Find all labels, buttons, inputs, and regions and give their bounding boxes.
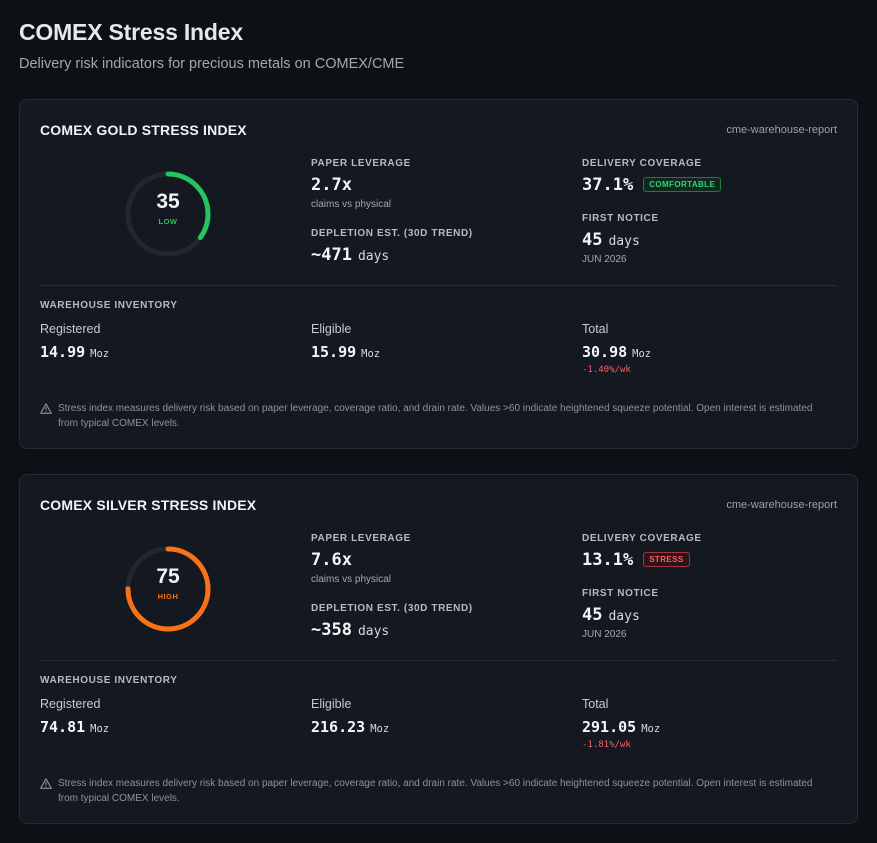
silver-stress-card: COMEX SILVER STRESS INDEX cme-warehouse-…	[19, 474, 858, 824]
total-weekly-change: -1.40%/wk	[582, 365, 631, 375]
paper-leverage-value: 7.6x	[311, 550, 352, 570]
gauge-ring	[125, 546, 211, 632]
total-weekly-change: -1.81%/wk	[582, 740, 631, 750]
gauge-ring	[125, 171, 211, 257]
depletion-estimate: DEPLETION EST. (30D TREND) ~358 days	[311, 603, 473, 640]
delivery-coverage: DELIVERY COVERAGE 13.1% STRESS	[582, 533, 702, 570]
depletion-value: ~358	[311, 620, 352, 640]
gauge-arc	[125, 546, 211, 632]
delivery-coverage-label: DELIVERY COVERAGE	[582, 533, 702, 544]
first-notice-unit: days	[608, 234, 640, 249]
warehouse-total: Total 30.98 Moz -1.40%/wk	[582, 322, 651, 375]
depletion-value: ~471	[311, 245, 352, 265]
page: COMEX Stress Index Delivery risk indicat…	[19, 19, 858, 824]
first-notice-unit: days	[608, 609, 640, 624]
gauge-level: LOW	[158, 217, 178, 226]
total-unit: Moz	[632, 348, 652, 360]
gauge-arc	[125, 171, 211, 257]
depletion-label: DEPLETION EST. (30D TREND)	[311, 603, 473, 614]
depletion-unit: days	[357, 624, 390, 639]
registered-unit: Moz	[90, 348, 110, 360]
first-notice-value: 45	[582, 605, 603, 625]
divider	[40, 660, 837, 661]
warehouse-eligible: Eligible 15.99 Moz	[311, 322, 380, 361]
delivery-coverage: DELIVERY COVERAGE 37.1% COMFORTABLE	[582, 158, 722, 195]
gold-stress-card: COMEX GOLD STRESS INDEX cme-warehouse-re…	[19, 99, 858, 449]
warehouse-title: WAREHOUSE INVENTORY	[40, 675, 178, 686]
coverage-status-badge: STRESS	[643, 552, 690, 567]
card-title: COMEX SILVER STRESS INDEX	[40, 497, 257, 513]
first-notice-date: JUN 2026	[582, 629, 627, 640]
total-value: 291.05	[582, 718, 637, 736]
registered-unit: Moz	[90, 723, 110, 735]
paper-leverage-label: PAPER LEVERAGE	[311, 533, 411, 544]
registered-label: Registered	[40, 322, 101, 336]
page-title: COMEX Stress Index	[19, 19, 243, 45]
gauge-score: 75	[156, 565, 180, 588]
warning-icon	[40, 778, 52, 789]
eligible-value: 216.23	[311, 718, 366, 736]
warehouse-registered: Registered 14.99 Moz	[40, 322, 109, 361]
registered-label: Registered	[40, 697, 101, 711]
warehouse-total: Total 291.05 Moz -1.81%/wk	[582, 697, 660, 750]
stress-gauge: 75 HIGH	[122, 543, 214, 635]
card-title: COMEX GOLD STRESS INDEX	[40, 122, 247, 138]
delivery-coverage-value: 13.1%	[582, 550, 634, 570]
disclaimer-text: Stress index measures delivery risk base…	[58, 778, 813, 804]
depletion-unit: days	[357, 249, 390, 264]
total-value: 30.98	[582, 343, 628, 361]
eligible-unit: Moz	[361, 348, 381, 360]
card-source: cme-warehouse-report	[726, 499, 837, 511]
page-subtitle: Delivery risk indicators for precious me…	[19, 56, 405, 72]
paper-leverage: PAPER LEVERAGE 2.7x claims vs physical	[311, 158, 411, 210]
disclaimer-note: Stress index measures delivery risk base…	[40, 776, 830, 806]
eligible-label: Eligible	[311, 322, 352, 336]
delivery-coverage-value: 37.1%	[582, 175, 634, 195]
coverage-status-badge: COMFORTABLE	[643, 177, 722, 192]
gauge-score: 35	[156, 190, 180, 213]
paper-leverage-label: PAPER LEVERAGE	[311, 158, 411, 169]
warehouse-registered: Registered 74.81 Moz	[40, 697, 109, 736]
first-notice-label: FIRST NOTICE	[582, 588, 659, 599]
gauge-level: HIGH	[157, 592, 179, 601]
paper-leverage-sub: claims vs physical	[311, 199, 392, 210]
warehouse-eligible: Eligible 216.23 Moz	[311, 697, 389, 736]
first-notice-date: JUN 2026	[582, 254, 627, 265]
first-notice: FIRST NOTICE 45 days JUN 2026	[582, 213, 659, 265]
stress-gauge: 35 LOW	[122, 168, 214, 260]
warning-icon	[40, 403, 52, 414]
warehouse-title: WAREHOUSE INVENTORY	[40, 300, 178, 311]
card-source: cme-warehouse-report	[726, 124, 837, 136]
first-notice: FIRST NOTICE 45 days JUN 2026	[582, 588, 659, 640]
first-notice-value: 45	[582, 230, 603, 250]
registered-value: 74.81	[40, 718, 86, 736]
divider	[40, 285, 837, 286]
eligible-label: Eligible	[311, 697, 352, 711]
paper-leverage: PAPER LEVERAGE 7.6x claims vs physical	[311, 533, 411, 585]
total-unit: Moz	[641, 723, 661, 735]
depletion-label: DEPLETION EST. (30D TREND)	[311, 228, 473, 239]
total-label: Total	[582, 322, 609, 336]
total-label: Total	[582, 697, 609, 711]
paper-leverage-sub: claims vs physical	[311, 574, 392, 585]
eligible-value: 15.99	[311, 343, 357, 361]
registered-value: 14.99	[40, 343, 86, 361]
paper-leverage-value: 2.7x	[311, 175, 352, 195]
disclaimer-text: Stress index measures delivery risk base…	[58, 403, 813, 429]
depletion-estimate: DEPLETION EST. (30D TREND) ~471 days	[311, 228, 473, 265]
delivery-coverage-label: DELIVERY COVERAGE	[582, 158, 702, 169]
first-notice-label: FIRST NOTICE	[582, 213, 659, 224]
eligible-unit: Moz	[370, 723, 390, 735]
disclaimer-note: Stress index measures delivery risk base…	[40, 401, 830, 431]
